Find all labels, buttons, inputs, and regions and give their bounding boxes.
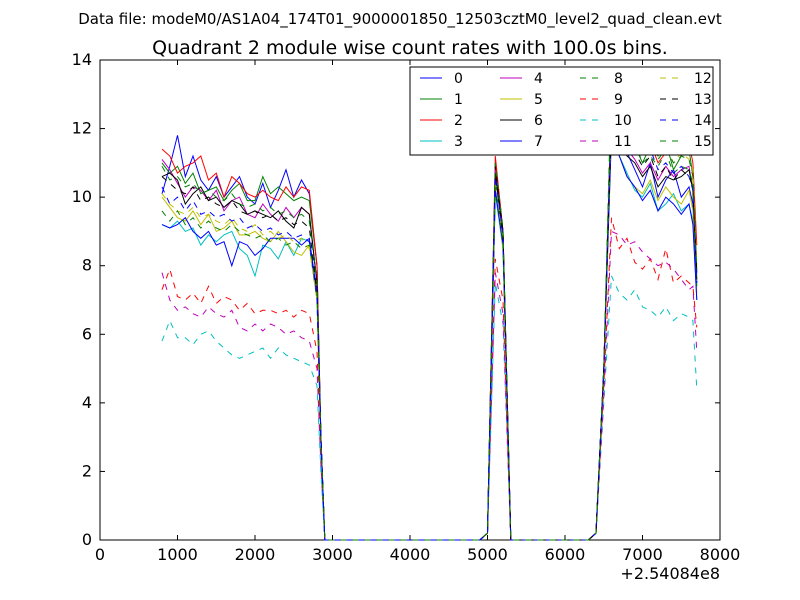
series-line-12 (161, 107, 698, 541)
legend-label-6: 6 (534, 113, 543, 129)
x-tick-label: 8000 (700, 545, 741, 564)
legend-label-0: 0 (454, 71, 463, 87)
y-tick-label: 6 (82, 324, 92, 343)
y-tick-label: 14 (72, 50, 92, 69)
y-tick-label: 2 (82, 461, 92, 480)
x-tick-label: 7000 (622, 545, 663, 564)
legend-label-10: 10 (614, 113, 632, 129)
legend-label-11: 11 (614, 134, 632, 150)
legend-label-12: 12 (694, 71, 712, 87)
axis-ticks: 0 1000 2000 3000 4000 5000 6000 7000 80000246810… (72, 50, 741, 564)
figure-suptitle: Data file: modeM0/AS1A04_174T01_90000018… (78, 10, 722, 29)
legend-frame (409, 66, 714, 156)
x-tick-label: 1000 (157, 545, 198, 564)
legend-label-7: 7 (534, 134, 543, 150)
x-tick-label: 2000 (235, 545, 276, 564)
legend-label-13: 13 (694, 92, 712, 108)
y-tick-label: 10 (72, 187, 92, 206)
legend-label-15: 15 (694, 134, 712, 150)
x-tick-label: 6000 (545, 545, 586, 564)
series-line-11 (161, 230, 698, 541)
y-tick-label: 0 (82, 530, 92, 549)
y-tick-label: 8 (82, 256, 92, 275)
legend-label-1: 1 (454, 92, 463, 108)
chart-title: Quadrant 2 module wise count rates with … (152, 37, 668, 59)
series-line-13 (161, 114, 698, 541)
y-tick-label: 4 (82, 393, 92, 412)
y-tick-label: 12 (72, 119, 92, 138)
legend-label-3: 3 (454, 134, 463, 150)
legend-label-14: 14 (694, 113, 712, 129)
legend-label-5: 5 (534, 92, 543, 108)
x-tick-label: 5000 (467, 545, 508, 564)
series-line-9 (161, 217, 698, 541)
x-tick-label: 4000 (390, 545, 431, 564)
x-tick-label: 3000 (312, 545, 353, 564)
series-line-8 (161, 73, 698, 541)
legend-label-9: 9 (614, 92, 623, 108)
legend-label-2: 2 (454, 113, 463, 129)
legend-label-8: 8 (614, 71, 623, 87)
legend-label-4: 4 (534, 71, 543, 87)
x-axis-offset-label: +2.54084e8 (620, 564, 720, 583)
x-tick-label: 0 (95, 545, 105, 564)
